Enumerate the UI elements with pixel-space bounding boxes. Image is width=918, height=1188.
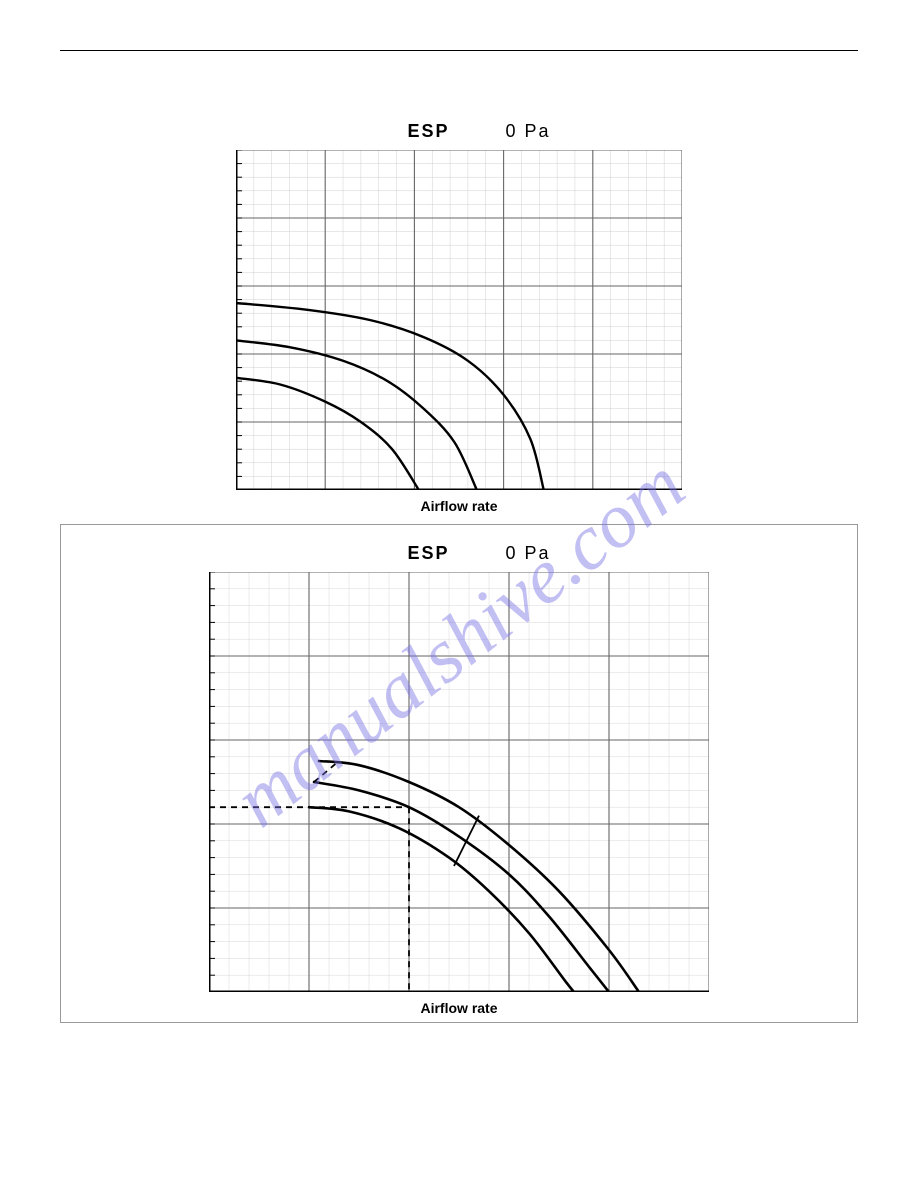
page: manualshive.com ESP 0 Pa Airflow rate ES…	[0, 0, 918, 1188]
chart1-block: ESP 0 Pa Airflow rate	[60, 121, 858, 514]
chart1-svg	[236, 150, 682, 490]
page-rule	[60, 50, 858, 51]
chart2-title-left: ESP	[407, 543, 449, 563]
chart2-xlabel: Airflow rate	[420, 1000, 497, 1016]
chart1-title-right: 0 Pa	[506, 121, 551, 141]
chart2-svg	[209, 572, 709, 992]
chart2-box: ESP 0 Pa Airflow rate	[60, 524, 858, 1023]
chart2-block: ESP 0 Pa Airflow rate	[89, 543, 829, 1016]
chart2-title: ESP 0 Pa	[89, 543, 829, 564]
chart1-title-left: ESP	[407, 121, 449, 141]
chart1-title: ESP 0 Pa	[60, 121, 858, 142]
chart2-title-right: 0 Pa	[506, 543, 551, 563]
chart1-xlabel: Airflow rate	[420, 498, 497, 514]
